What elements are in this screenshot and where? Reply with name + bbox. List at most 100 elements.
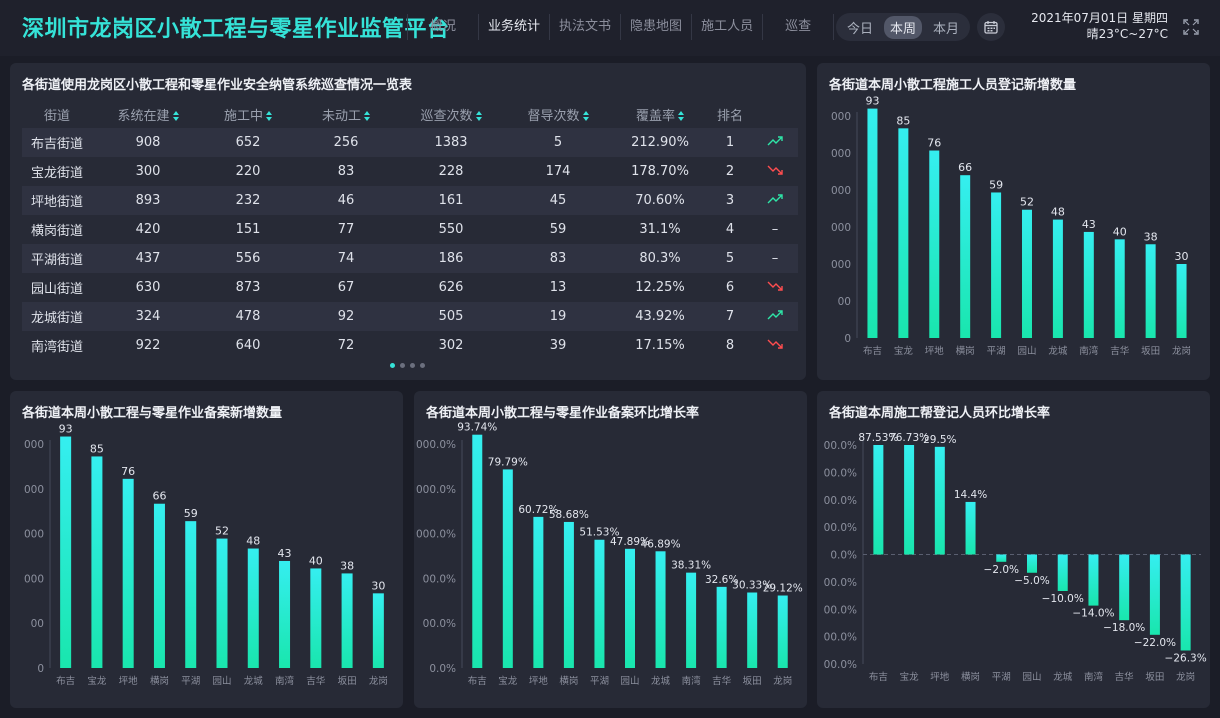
bar-南湾[interactable] [686, 572, 697, 668]
bar-坪地[interactable] [122, 478, 134, 668]
page-dot[interactable] [390, 363, 395, 368]
nav-business-stats[interactable]: 业务统计 [478, 14, 549, 40]
cell-street: 坪地街道 [30, 195, 83, 210]
bar-龙岗[interactable] [1180, 554, 1191, 651]
value-label: 93.74% [457, 422, 497, 434]
x-tick-label: 吉华 [1110, 345, 1130, 357]
value-label: −5.0% [1014, 575, 1049, 587]
bar-宝龙[interactable] [502, 469, 513, 668]
bar-龙城[interactable] [655, 551, 666, 668]
bar-南湾[interactable] [279, 560, 291, 668]
bar-布吉[interactable] [867, 108, 878, 338]
bar-南湾[interactable] [1083, 231, 1094, 338]
bar-平湖[interactable] [594, 539, 605, 668]
bar-平湖[interactable] [185, 521, 197, 668]
bar-平湖[interactable] [996, 554, 1007, 562]
sort-icon[interactable] [172, 110, 179, 121]
bar-园山[interactable] [216, 538, 228, 668]
bar-横岗[interactable] [965, 501, 976, 555]
page-dot[interactable] [420, 363, 425, 368]
bar-吉华[interactable] [716, 586, 727, 668]
nav-enforcement-docs[interactable]: 执法文书 [549, 14, 620, 40]
range-this-week[interactable]: 本周 [883, 15, 922, 39]
bar-坂田[interactable] [341, 573, 353, 668]
table-row[interactable]: 南湾街道 922 640 72 302 39 17.15% 8 [22, 331, 798, 360]
bar-园山[interactable] [1027, 554, 1037, 573]
bar-吉华[interactable] [1119, 554, 1130, 621]
value-label: 66 [152, 490, 166, 503]
col-inspections[interactable]: 巡查次数 [400, 105, 502, 124]
range-this-month[interactable]: 本月 [932, 21, 959, 37]
nav-inspection[interactable]: 巡查 [762, 14, 835, 40]
bar-平湖[interactable] [991, 192, 1002, 338]
bar-龙岗[interactable] [1176, 264, 1187, 338]
page-dot[interactable] [410, 363, 415, 368]
bar-坪地[interactable] [929, 150, 940, 338]
y-tick-label: 00 [31, 618, 44, 630]
value-label: 87.53% [858, 432, 898, 444]
table-row[interactable]: 布吉街道 908 652 256 1383 5 212.90% 1 [22, 128, 798, 157]
bar-布吉[interactable] [60, 436, 72, 668]
sort-icon[interactable] [475, 110, 482, 121]
nav-overview[interactable]: 概况 [407, 14, 478, 40]
bar-布吉[interactable] [873, 445, 884, 555]
bar-坂田[interactable] [747, 592, 758, 668]
bar-宝龙[interactable] [904, 445, 915, 555]
nav-workers[interactable]: 施工人员 [691, 14, 762, 40]
bar-龙城[interactable] [1052, 219, 1063, 338]
col-coverage[interactable]: 覆盖率 [614, 105, 706, 124]
sort-icon[interactable] [582, 110, 589, 121]
bar-吉华[interactable] [310, 568, 322, 668]
bar-横岗[interactable] [960, 175, 971, 338]
table-row[interactable]: 坪地街道 893 232 46 161 45 70.60% 3 [22, 186, 798, 215]
bar-坪地[interactable] [934, 446, 945, 555]
bar-坂田[interactable] [1145, 244, 1156, 338]
page-dot[interactable] [400, 363, 405, 368]
x-tick-label: 南湾 [1079, 345, 1099, 357]
bar-南湾[interactable] [1088, 554, 1099, 606]
sort-icon[interactable] [266, 110, 272, 121]
col-in-system[interactable]: 系统在建 [92, 105, 204, 124]
table-row[interactable]: 园山街道 630 873 67 626 13 12.25% 6 [22, 273, 798, 302]
table-row[interactable]: 宝龙街道 300 220 83 228 174 178.70% 2 [22, 157, 798, 186]
sort-icon[interactable] [678, 110, 684, 121]
value-label: 29.12% [763, 583, 803, 595]
col-supervisions[interactable]: 督导次数 [502, 105, 614, 124]
col-not-started[interactable]: 未动工 [292, 105, 400, 124]
table-row[interactable]: 龙城街道 324 478 92 505 19 43.92% 7 [22, 302, 798, 331]
bar-布吉[interactable] [472, 434, 483, 668]
y-tick-label: 00.0% [824, 632, 857, 644]
bar-宝龙[interactable] [898, 128, 909, 338]
bar-龙岗[interactable] [777, 595, 788, 668]
range-today[interactable]: 今日 [847, 21, 874, 37]
fullscreen-icon[interactable] [1183, 19, 1199, 35]
table-row[interactable]: 横岗街道 420 151 77 550 59 31.1% 4 – [22, 215, 798, 244]
bar-龙城[interactable] [1057, 554, 1068, 592]
col-in-progress[interactable]: 施工中 [204, 105, 292, 124]
table-title: 各街道使用龙岗区小散工程和零星作业安全纳管系统巡查情况一览表 [22, 78, 413, 93]
y-tick-label: 00.0% [824, 659, 857, 671]
cell-coverage: 43.92% [635, 309, 685, 324]
nav-hazard-map[interactable]: 隐患地图 [620, 14, 691, 40]
bar-园山[interactable] [625, 548, 635, 668]
bar-坪地[interactable] [533, 516, 544, 668]
sort-icon[interactable] [364, 110, 370, 121]
y-tick-label: 000.0% [416, 529, 456, 541]
y-tick-label: 00.0% [824, 577, 857, 589]
calendar-button[interactable] [977, 13, 1005, 41]
table-row[interactable]: 平湖街道 437 556 74 186 83 80.3% 5 – [22, 244, 798, 273]
bar-龙城[interactable] [247, 548, 259, 668]
x-tick-label: 龙城 [244, 675, 264, 687]
bar-龙岗[interactable] [372, 593, 384, 668]
x-tick-label: 坪地 [119, 675, 139, 687]
bar-吉华[interactable] [1114, 239, 1125, 338]
bar-园山[interactable] [1022, 209, 1032, 338]
x-tick-label: 园山 [1022, 672, 1041, 683]
worker-growth-chart-panel: 各街道本周施工帮登记人员环比增长率 00.0% 00.0% 00.0% 00.0% 0.… [817, 391, 1210, 708]
bar-横岗[interactable] [563, 521, 574, 668]
bar-宝龙[interactable] [91, 456, 103, 668]
bar-横岗[interactable] [153, 503, 165, 668]
x-tick-label: 坪地 [529, 675, 549, 687]
bar-坂田[interactable] [1149, 554, 1160, 635]
trend-up-icon [754, 135, 796, 150]
